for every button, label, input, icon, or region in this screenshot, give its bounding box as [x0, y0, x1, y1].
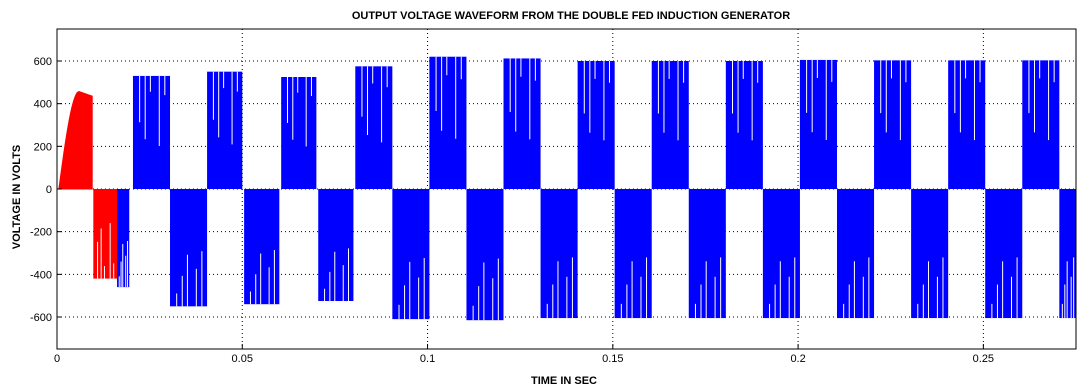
waveform-block — [948, 60, 986, 189]
waveform-block — [836, 189, 875, 319]
waveform-block — [799, 59, 837, 189]
waveform-block — [762, 189, 800, 319]
waveform-block — [281, 77, 317, 189]
waveform-pulse-fill — [540, 189, 578, 319]
x-axis-title: TIME IN SEC — [531, 375, 597, 387]
waveform-block — [132, 75, 171, 189]
x-tick-label: 0 — [54, 353, 60, 365]
waveform-pulse-fill — [466, 189, 504, 321]
x-tick-label: 0.15 — [602, 353, 623, 365]
axis-ticks: 0 0.05 0.1 0.15 0.2 0.25 -600 -400 -200 0 200 400 60… — [30, 56, 994, 365]
y-tick-label: 200 — [34, 141, 52, 153]
waveform-block — [874, 60, 912, 189]
y-tick-label: 600 — [34, 56, 52, 68]
waveform-pulse-fill — [762, 189, 800, 319]
waveform-block — [725, 61, 763, 189]
waveform-pulse-fill — [1059, 189, 1076, 319]
x-tick-label: 0.1 — [420, 353, 435, 365]
waveform-envelope — [58, 91, 93, 190]
waveform-pulse-fill — [911, 189, 949, 319]
waveform-pulse-fill — [614, 189, 652, 319]
chart-title: OUTPUT VOLTAGE WAVEFORM FROM THE DOUBLE … — [352, 10, 790, 22]
y-tick-label: -400 — [30, 269, 52, 281]
waveform-block — [429, 56, 467, 189]
waveform-block — [117, 189, 130, 288]
waveform-block — [911, 189, 949, 319]
series-waveform — [117, 56, 1076, 321]
waveform-block — [58, 91, 93, 190]
waveform-block — [540, 189, 578, 319]
waveform-block — [355, 66, 393, 189]
series-waveform — [58, 91, 118, 279]
waveform-block — [207, 71, 243, 189]
y-tick-label: 400 — [34, 99, 52, 111]
waveform-pulse-fill — [688, 189, 726, 319]
y-tick-label: -600 — [30, 312, 52, 324]
y-tick-label: -200 — [30, 227, 52, 239]
waveform-pulse-fill — [318, 189, 354, 301]
waveform-block — [985, 189, 1023, 319]
waveform-pulse-fill — [244, 189, 280, 305]
waveform-block — [1059, 189, 1076, 319]
waveform-block — [93, 189, 118, 279]
waveform-block — [392, 189, 430, 320]
x-tick-label: 0.05 — [232, 353, 253, 365]
waveform-block — [614, 189, 652, 319]
waveform-block — [688, 189, 726, 319]
waveform-block — [244, 189, 280, 305]
waveform-block — [503, 58, 541, 189]
waveform-pulse-fill — [392, 189, 430, 320]
y-axis-title: VOLTAGE IN VOLTS — [11, 145, 23, 250]
x-tick-label: 0.25 — [973, 353, 994, 365]
data-series — [58, 56, 1076, 321]
waveform-block — [1022, 60, 1060, 189]
x-tick-label: 0.2 — [790, 353, 805, 365]
waveform-pulse-fill — [93, 189, 118, 279]
waveform-pulse-fill — [836, 189, 875, 319]
waveform-block — [318, 189, 354, 301]
waveform-pulse-fill — [170, 189, 208, 307]
waveform-block — [466, 189, 504, 321]
waveform-block — [577, 61, 615, 189]
waveform-block — [651, 61, 689, 189]
waveform-pulse-fill — [985, 189, 1023, 319]
waveform-block — [170, 189, 208, 307]
y-tick-label: 0 — [46, 184, 52, 196]
